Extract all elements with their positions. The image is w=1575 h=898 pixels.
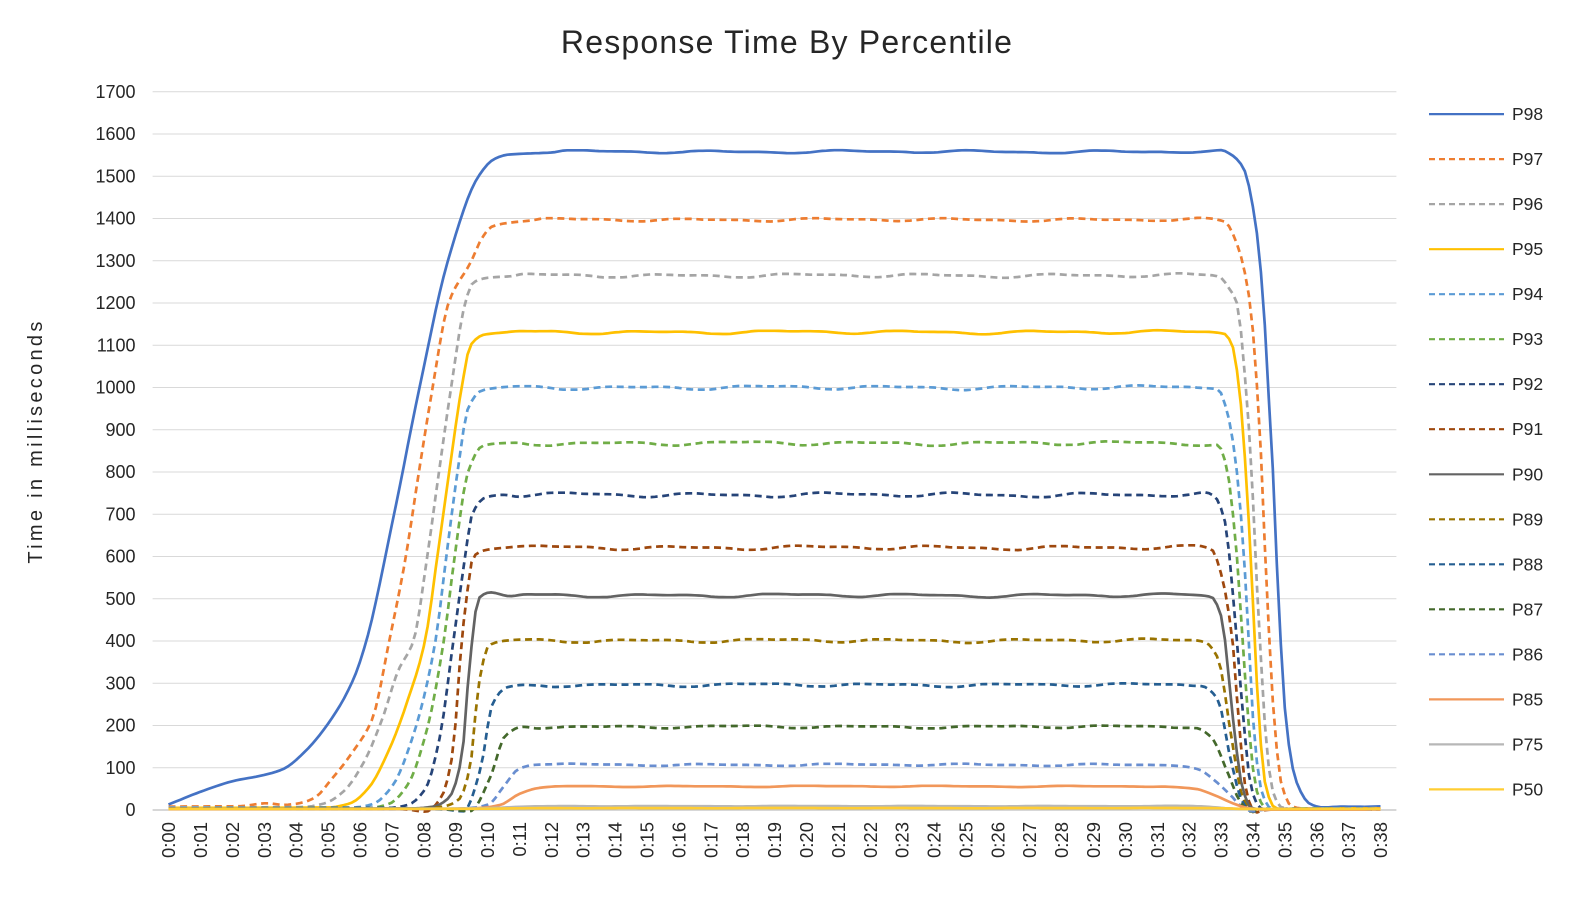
svg-text:1000: 1000	[95, 378, 135, 398]
svg-text:1500: 1500	[95, 166, 135, 186]
svg-text:500: 500	[105, 589, 135, 609]
svg-text:0:02: 0:02	[222, 822, 243, 858]
svg-text:0:21: 0:21	[828, 822, 849, 858]
svg-text:P89: P89	[1512, 509, 1543, 529]
svg-text:0:10: 0:10	[477, 822, 498, 858]
svg-text:Time in milliseconds: Time in milliseconds	[25, 318, 47, 563]
svg-text:200: 200	[105, 716, 135, 736]
svg-text:0:33: 0:33	[1211, 822, 1232, 858]
svg-text:0:25: 0:25	[956, 822, 977, 858]
svg-text:P85: P85	[1512, 689, 1543, 709]
svg-text:300: 300	[105, 673, 135, 693]
svg-text:0:05: 0:05	[318, 822, 339, 858]
svg-text:0:27: 0:27	[1019, 822, 1040, 858]
svg-text:0:26: 0:26	[987, 822, 1008, 858]
svg-text:0:16: 0:16	[668, 822, 689, 858]
svg-text:0:06: 0:06	[349, 822, 370, 858]
svg-text:1400: 1400	[95, 209, 135, 229]
svg-text:0:20: 0:20	[796, 822, 817, 858]
svg-text:0:07: 0:07	[381, 822, 402, 858]
svg-text:1600: 1600	[95, 124, 135, 144]
svg-text:0:36: 0:36	[1306, 822, 1327, 858]
svg-text:0:09: 0:09	[445, 822, 466, 858]
svg-text:0:12: 0:12	[541, 822, 562, 858]
svg-text:0:08: 0:08	[413, 822, 434, 858]
svg-text:P97: P97	[1512, 149, 1543, 169]
svg-text:0:00: 0:00	[158, 822, 179, 858]
svg-text:0:22: 0:22	[860, 822, 881, 858]
svg-text:0:31: 0:31	[1147, 822, 1168, 858]
svg-text:0:28: 0:28	[1051, 822, 1072, 858]
svg-text:1100: 1100	[97, 335, 136, 355]
svg-text:0:32: 0:32	[1179, 822, 1200, 858]
svg-text:0:14: 0:14	[605, 822, 626, 858]
svg-text:P90: P90	[1512, 464, 1543, 484]
svg-text:0:35: 0:35	[1274, 822, 1295, 858]
svg-text:600: 600	[105, 547, 135, 567]
svg-text:P50: P50	[1512, 779, 1543, 799]
svg-text:0:13: 0:13	[573, 822, 594, 858]
svg-text:400: 400	[105, 631, 135, 651]
svg-text:P92: P92	[1512, 374, 1543, 394]
svg-text:0:19: 0:19	[764, 822, 785, 858]
svg-text:P96: P96	[1512, 194, 1543, 214]
svg-text:P91: P91	[1512, 419, 1543, 439]
svg-text:0:01: 0:01	[190, 822, 211, 858]
svg-text:0:29: 0:29	[1083, 822, 1104, 858]
svg-text:P94: P94	[1512, 284, 1543, 304]
svg-text:P98: P98	[1512, 104, 1543, 124]
svg-text:P75: P75	[1512, 734, 1543, 754]
svg-text:1700: 1700	[95, 82, 135, 102]
svg-text:0:24: 0:24	[924, 822, 945, 858]
svg-text:0:03: 0:03	[254, 822, 275, 858]
svg-text:0:38: 0:38	[1370, 822, 1391, 858]
svg-text:0:11: 0:11	[509, 822, 530, 857]
svg-text:0: 0	[125, 800, 135, 820]
svg-text:900: 900	[105, 420, 135, 440]
svg-text:0:04: 0:04	[286, 822, 307, 858]
svg-text:0:37: 0:37	[1338, 822, 1359, 858]
svg-text:0:17: 0:17	[700, 822, 721, 858]
svg-text:P95: P95	[1512, 239, 1543, 259]
svg-text:0:23: 0:23	[892, 822, 913, 858]
svg-text:P93: P93	[1512, 329, 1543, 349]
svg-text:P87: P87	[1512, 599, 1543, 619]
svg-text:1300: 1300	[95, 251, 135, 271]
svg-text:800: 800	[105, 462, 135, 482]
svg-text:1200: 1200	[95, 293, 135, 313]
svg-text:0:30: 0:30	[1115, 822, 1136, 858]
svg-text:700: 700	[105, 504, 135, 524]
svg-text:Response Time By Percentile: Response Time By Percentile	[561, 24, 1013, 60]
svg-text:P88: P88	[1512, 554, 1543, 574]
svg-text:100: 100	[105, 758, 135, 778]
svg-text:0:15: 0:15	[637, 822, 658, 858]
svg-text:P86: P86	[1512, 644, 1543, 664]
svg-text:0:34: 0:34	[1243, 822, 1264, 858]
svg-text:0:18: 0:18	[732, 822, 753, 858]
